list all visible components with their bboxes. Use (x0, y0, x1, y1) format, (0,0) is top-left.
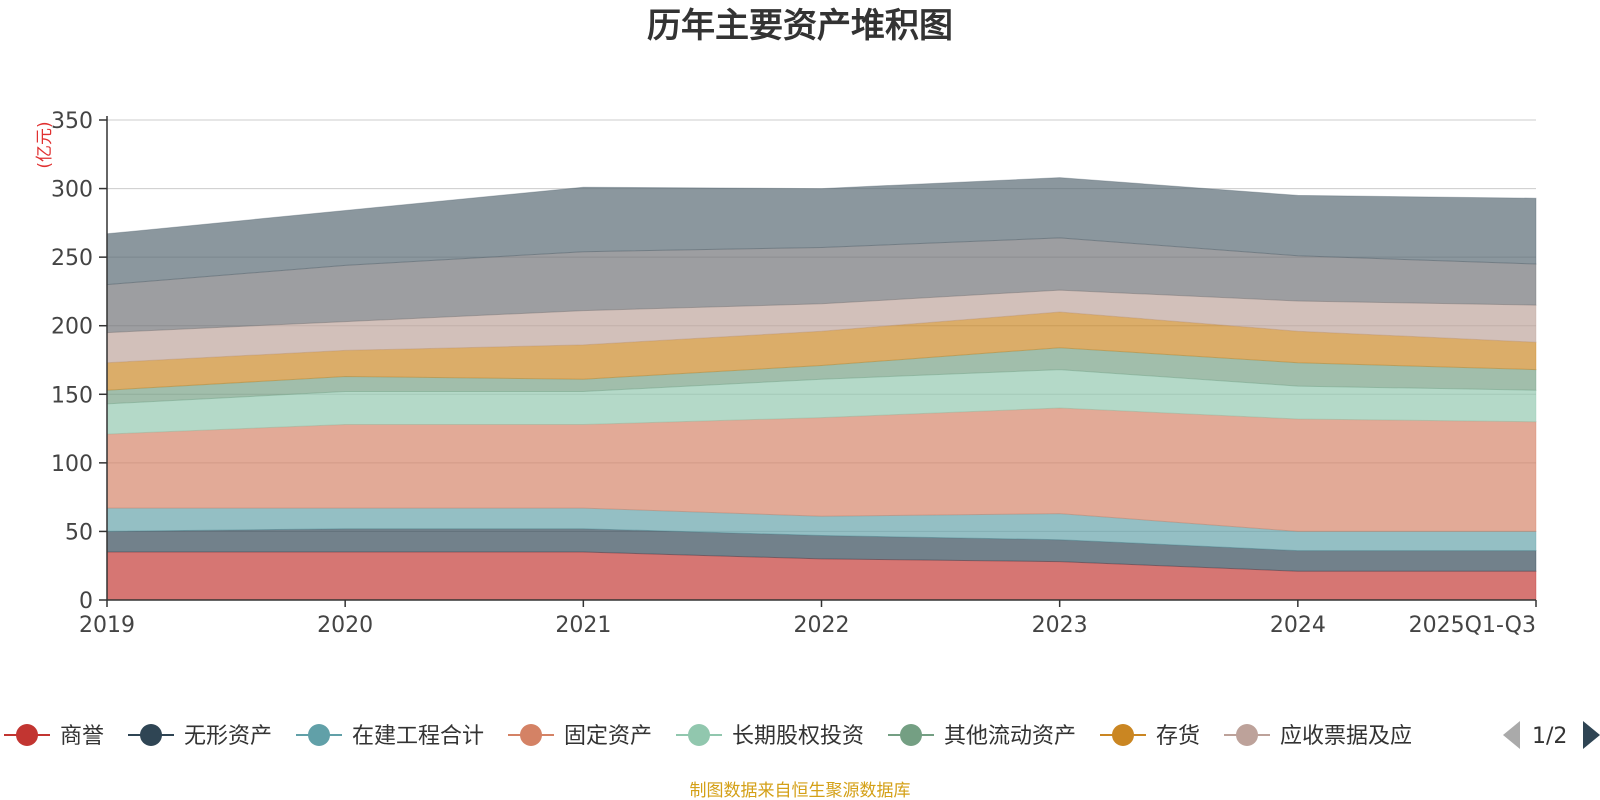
x-tick-label: 2025Q1-Q3 (1409, 613, 1536, 638)
area-series-3 (106, 407, 1537, 532)
legend[interactable]: 商誉 无形资产 在建工程合计 固定资产 长期股权投资 其他流动资产 存货 应收票据及应 (4, 724, 1412, 749)
y-axis-unit: (亿元) (35, 121, 55, 168)
y-tick-label: 100 (51, 452, 93, 477)
legend-marker-icon (900, 724, 922, 746)
area-series-7 (106, 289, 1537, 364)
legend-prev-page-icon[interactable] (1503, 721, 1520, 749)
legend-marker-icon (140, 724, 162, 746)
legend-item[interactable]: 固定资产 (508, 724, 652, 749)
x-tick-label: 2020 (317, 613, 373, 638)
area-series-6 (106, 311, 1537, 391)
legend-item[interactable]: 无形资产 (128, 724, 272, 749)
legend-marker-icon (308, 724, 330, 746)
x-tick-label: 2019 (79, 613, 135, 638)
area-series-2 (106, 507, 1537, 552)
legend-item[interactable]: 长期股权投资 (676, 724, 864, 749)
legend-label: 存货 (1156, 724, 1200, 749)
legend-marker-icon (520, 724, 542, 746)
legend-marker-icon (688, 724, 710, 746)
data-source-note: 制图数据来自恒生聚源数据库 (690, 781, 911, 800)
x-tick-label: 2024 (1270, 613, 1326, 638)
legend-next-page-icon[interactable] (1583, 721, 1600, 749)
legend-item[interactable]: 商誉 (4, 724, 104, 749)
x-tick-label: 2022 (794, 613, 850, 638)
y-tick-label: 200 (51, 315, 93, 340)
legend-item[interactable]: 其他流动资产 (888, 724, 1076, 749)
area-series (106, 177, 1537, 601)
legend-item[interactable]: 在建工程合计 (296, 724, 484, 749)
legend-item[interactable]: 存货 (1100, 724, 1200, 749)
y-tick-label: 0 (79, 589, 93, 614)
y-tick-label: 250 (51, 246, 93, 271)
legend-page-indicator: 1/2 (1532, 724, 1567, 749)
legend-label: 其他流动资产 (944, 724, 1076, 749)
x-tick-label: 2023 (1032, 613, 1088, 638)
y-tick-label: 50 (65, 520, 93, 545)
legend-label: 无形资产 (184, 724, 272, 749)
area-series-9 (106, 177, 1537, 286)
axes: 0 50 100 150 200 250 300 350 2019 2020 2021 2022 202… (51, 109, 1537, 638)
legend-label: 在建工程合计 (352, 724, 484, 749)
y-tick-label: 350 (51, 109, 93, 134)
legend-marker-icon (1112, 724, 1134, 746)
chart-title: 历年主要资产堆积图 (647, 6, 953, 46)
x-tick-label: 2021 (555, 613, 611, 638)
legend-marker-icon (16, 724, 38, 746)
area-series-8 (106, 237, 1537, 334)
y-tick-label: 300 (51, 178, 93, 203)
legend-pager: 1/2 (1503, 721, 1600, 749)
legend-label: 固定资产 (564, 724, 652, 749)
y-tick-label: 150 (51, 383, 93, 408)
legend-marker-icon (1236, 724, 1258, 746)
legend-label: 长期股权投资 (732, 724, 864, 749)
legend-item[interactable]: 应收票据及应 (1224, 724, 1412, 749)
legend-label: 商誉 (60, 724, 104, 749)
legend-label: 应收票据及应 (1280, 724, 1412, 749)
